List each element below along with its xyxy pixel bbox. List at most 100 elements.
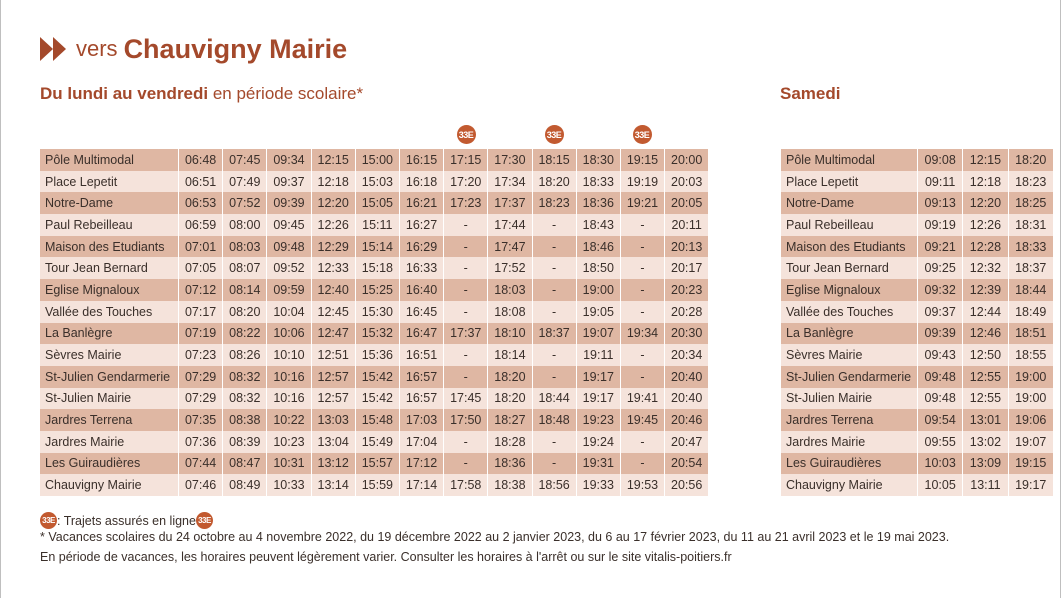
table-row: Paul Rebeilleau 06:59 08:00 09:45 12:26 15:11… [40, 214, 710, 236]
line-33e-badge-icon: 33E [632, 125, 652, 144]
departure-time: 08:32 [222, 365, 268, 388]
departure-time: 19:34 [620, 322, 666, 345]
stop-name-la-banlegre: La Banlègre [40, 322, 179, 345]
departure-time: 16:45 [399, 300, 445, 323]
line-33e-badge-icon: 33E [40, 512, 57, 529]
departure-time: 09:48 [917, 365, 964, 388]
stop-name-la-banlegre: La Banlègre [781, 322, 918, 345]
departure-time: 07:29 [178, 365, 224, 388]
departure-time: 13:03 [311, 409, 356, 431]
departure-time: 17:52 [487, 257, 533, 280]
stop-name-pole-multimodal: Pôle Multimodal [781, 149, 918, 171]
departure-time: 09:11 [917, 170, 964, 193]
departure-time: 16:27 [399, 214, 445, 236]
departure-time: 12:50 [962, 344, 1009, 366]
departure-time: 15:49 [355, 430, 400, 453]
departure-time: 12:46 [962, 322, 1009, 345]
table-row: Chauvigny Mairie 10:05 13:11 19:17 [781, 474, 1054, 496]
stop-name-pole-multimodal: Pôle Multimodal [40, 149, 179, 171]
stop-name-eglise-mignaloux: Eglise Mignaloux [781, 279, 918, 301]
departure-time: - [620, 300, 666, 323]
page-border-left [0, 0, 1, 598]
departure-time: 17:12 [399, 452, 445, 475]
departure-time: 18:44 [532, 387, 577, 410]
departure-time: 12:32 [962, 257, 1009, 280]
departure-time: 12:18 [311, 170, 356, 193]
departure-time: 20:00 [664, 149, 710, 171]
weekday-heading-bold: Du lundi au vendredi [40, 84, 209, 103]
stop-name-notre-dame: Notre-Dame [781, 192, 918, 215]
departure-time: 09:45 [266, 214, 312, 236]
departure-time: 16:15 [399, 149, 445, 171]
departure-time: 17:20 [443, 170, 489, 193]
departure-time: 15:42 [355, 387, 400, 410]
stop-name-st-julien-mairie: St-Julien Mairie [781, 387, 918, 410]
departure-time: 15:36 [355, 344, 400, 366]
departure-time: 19:23 [576, 409, 621, 431]
departure-time: 10:06 [266, 322, 312, 345]
departure-time: 17:30 [487, 149, 533, 171]
departure-time: 08:38 [222, 409, 268, 431]
departure-time: - [532, 235, 577, 258]
stop-name-les-guiraudieres: Les Guiraudières [781, 452, 918, 475]
departure-time: 12:33 [311, 257, 356, 280]
departure-time: - [443, 279, 489, 301]
title-prefix: vers [76, 36, 118, 61]
departure-time: 15:57 [355, 452, 400, 475]
stop-name-eglise-mignaloux: Eglise Mignaloux [40, 279, 179, 301]
departure-time: 18:20 [487, 387, 533, 410]
line-33e-badge-icon: 33E [456, 125, 476, 144]
stop-name-les-guiraudieres: Les Guiraudières [40, 452, 179, 475]
departure-time: 15:18 [355, 257, 400, 280]
departure-time: - [443, 452, 489, 475]
departure-time: 08:49 [222, 474, 268, 496]
line-33e-badge-icon: 33E [544, 125, 564, 144]
departure-time: 16:18 [399, 170, 445, 193]
departure-time: 15:48 [355, 409, 400, 431]
departure-time: 10:05 [917, 474, 964, 496]
departure-time: - [443, 365, 489, 388]
departure-time: 19:17 [576, 365, 621, 388]
table-row: La Banlègre 09:39 12:46 18:51 [781, 322, 1054, 345]
departure-time: 20:34 [664, 344, 710, 366]
departure-time: 12:26 [962, 214, 1009, 236]
table-row: Jardres Terrena 07:35 08:38 10:22 13:03 15:48… [40, 409, 710, 431]
departure-time: 10:31 [266, 452, 312, 475]
departure-time: 20:03 [664, 170, 710, 193]
departure-time: - [532, 279, 577, 301]
departure-time: 17:03 [399, 409, 445, 431]
departure-time: 17:04 [399, 430, 445, 453]
departure-time: 15:25 [355, 279, 400, 301]
departure-time: - [620, 430, 666, 453]
departure-time: 09:43 [917, 344, 964, 366]
table-row: St-Julien Mairie 07:29 08:32 10:16 12:57 15:4… [40, 387, 710, 410]
stop-name-jardres-mairie: Jardres Mairie [40, 430, 179, 453]
departure-time: 18:30 [576, 149, 621, 171]
saturday-heading: Samedi [780, 84, 841, 103]
departure-time: 19:00 [1008, 365, 1054, 388]
departure-time: 12:57 [311, 387, 356, 410]
departure-time: 07:05 [178, 257, 224, 280]
departure-time: 19:45 [620, 409, 666, 431]
line-33e-badge-icon: 33E [195, 512, 213, 529]
departure-time: - [532, 430, 577, 453]
stop-name-vallee-des-touches: Vallée des Touches [40, 300, 179, 323]
departure-time: - [532, 365, 577, 388]
departure-time: 09:08 [917, 149, 964, 171]
departure-time: 19:21 [620, 192, 666, 215]
departure-time: 17:15 [443, 149, 489, 171]
holidays-note: * Vacances scolaires du 24 octobre au 4 … [40, 530, 950, 544]
departure-time: 10:04 [266, 300, 312, 323]
departure-time: 20:05 [664, 192, 710, 215]
stop-name-sevres-mairie: Sèvres Mairie [40, 344, 179, 366]
departure-time: 17:50 [443, 409, 489, 431]
departure-time: 09:39 [917, 322, 964, 345]
stop-name-tour-jean-bernard: Tour Jean Bernard [781, 257, 918, 280]
departure-time: 07:01 [178, 235, 224, 258]
departure-time: 16:47 [399, 322, 445, 345]
table-row: Sèvres Mairie 09:43 12:50 18:55 [781, 344, 1054, 366]
departure-time: 10:23 [266, 430, 312, 453]
departure-time: 12:20 [962, 192, 1009, 215]
departure-time: - [620, 235, 666, 258]
departure-time: 18:20 [532, 170, 577, 193]
